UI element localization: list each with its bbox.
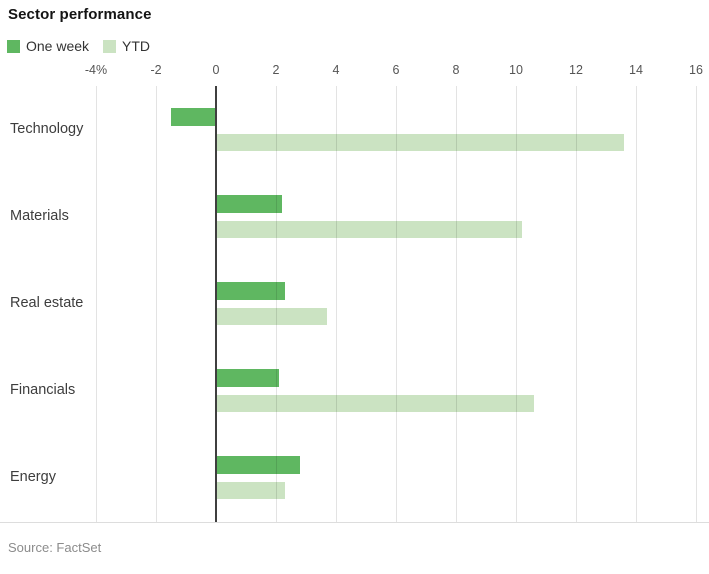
x-tick-label-14: 14	[629, 63, 643, 77]
x-tick-label-16: 16	[689, 63, 703, 77]
bar-ytd-materials	[216, 221, 522, 238]
gridline-6	[396, 86, 397, 522]
gridline-14	[636, 86, 637, 522]
x-tick-label-6: 6	[392, 63, 400, 77]
bar-one-week-real-estate	[216, 282, 285, 300]
x-tick-label-12: 12	[569, 63, 583, 77]
bar-one-week-technology	[171, 108, 216, 126]
x-tick-label-10: 10	[509, 63, 523, 77]
x-tick-label--2: -2	[150, 63, 162, 77]
category-label-real-estate: Real estate	[10, 295, 84, 311]
legend-swatch-one-week	[7, 39, 20, 53]
legend-label: YTD	[122, 38, 151, 54]
legend-swatch-ytd	[103, 39, 117, 53]
bar-ytd-technology	[216, 134, 624, 151]
legend-label: One week	[26, 38, 90, 54]
bar-ytd-real-estate	[216, 308, 327, 325]
gridline--4	[96, 86, 97, 522]
category-label-materials: Materials	[10, 208, 69, 224]
x-tick-label-2: 2	[272, 63, 280, 77]
x-tick-label-0: 0	[212, 63, 220, 77]
gridline-4	[336, 86, 337, 522]
x-tick-label-8: 8	[452, 63, 460, 77]
chart-title: Sector performance	[8, 6, 152, 23]
gridline-16	[696, 86, 697, 522]
legend-item-ytd: YTD	[103, 38, 150, 54]
gridline--2	[156, 86, 157, 522]
bar-one-week-materials	[216, 195, 282, 213]
bar-one-week-financials	[216, 369, 279, 387]
bar-one-week-energy	[216, 456, 300, 474]
category-label-energy: Energy	[10, 469, 56, 485]
gridline-8	[456, 86, 457, 522]
gridline-10	[516, 86, 517, 522]
bottom-rule	[0, 522, 709, 523]
legend: One week YTD	[7, 38, 150, 54]
bar-ytd-energy	[216, 482, 285, 499]
source-note: Source: FactSet	[8, 540, 102, 555]
x-tick-label--4: -4%	[84, 63, 108, 77]
zero-axis-line	[215, 86, 217, 522]
gridline-2	[276, 86, 277, 522]
bar-ytd-financials	[216, 395, 534, 412]
x-tick-label-4: 4	[332, 63, 340, 77]
category-label-technology: Technology	[10, 121, 84, 137]
legend-item-one-week: One week	[7, 38, 89, 54]
category-label-financials: Financials	[10, 382, 76, 398]
gridline-12	[576, 86, 577, 522]
